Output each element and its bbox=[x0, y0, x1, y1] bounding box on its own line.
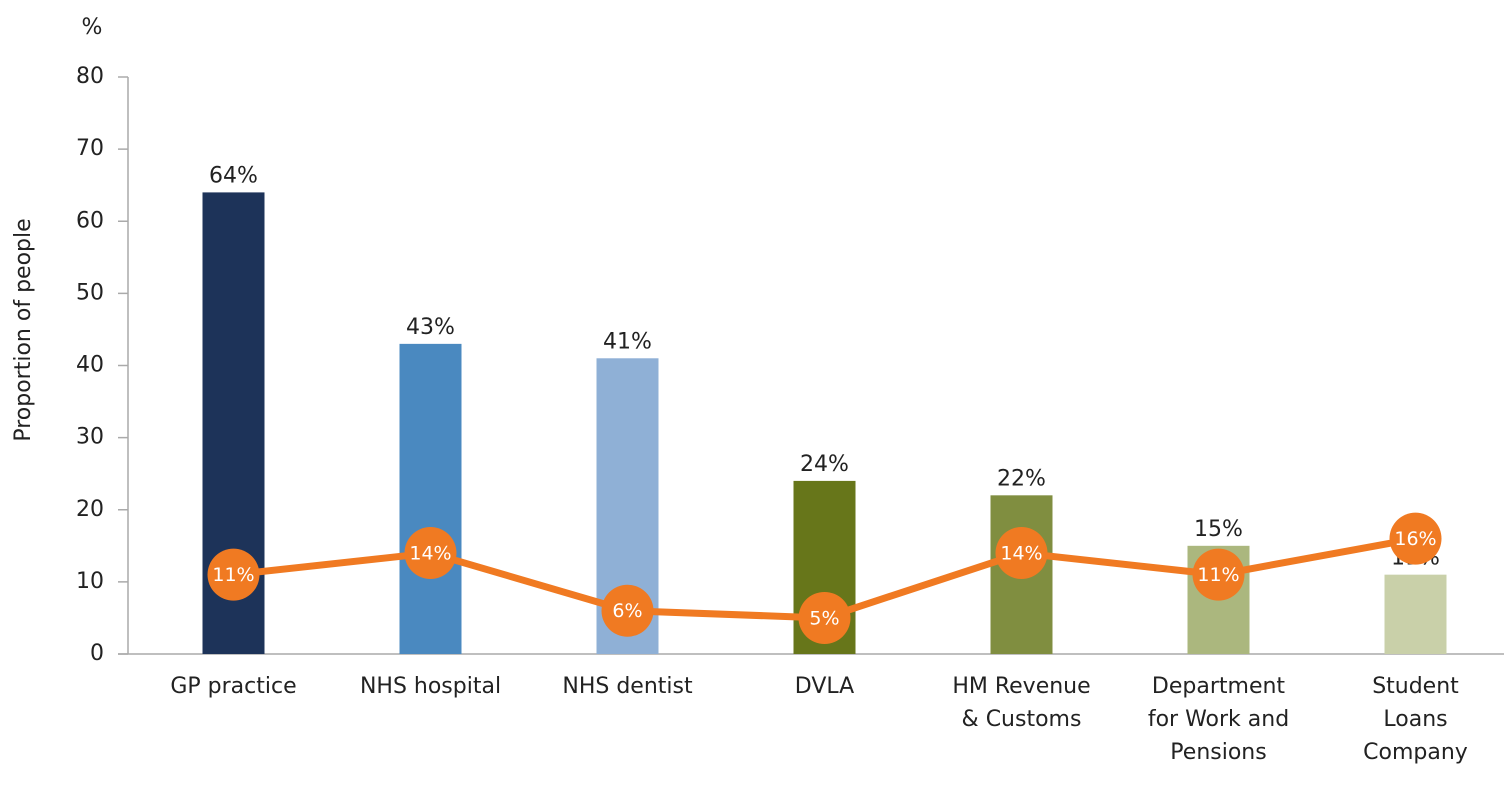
bar-value-label: 43% bbox=[406, 315, 455, 340]
y-tick-label: 80 bbox=[76, 64, 104, 89]
y-tick-label: 10 bbox=[76, 569, 104, 594]
bar-value-label: 15% bbox=[1194, 517, 1243, 542]
y-tick-label: 0 bbox=[90, 641, 104, 666]
line-point bbox=[1389, 512, 1442, 565]
y-unit: % bbox=[82, 15, 103, 40]
line-point bbox=[995, 527, 1048, 580]
bar-value-label: 24% bbox=[800, 452, 849, 477]
line-value-label: 14% bbox=[409, 543, 451, 565]
y-tick-label: 30 bbox=[76, 425, 104, 450]
line-point bbox=[1192, 548, 1245, 601]
x-tick-label: Student Loans Company bbox=[1363, 674, 1468, 765]
line-value-label: 5% bbox=[809, 607, 839, 629]
line-value-label: 11% bbox=[212, 564, 254, 586]
x-tick-label: GP practice bbox=[170, 674, 297, 699]
line-point bbox=[404, 527, 457, 580]
y-tick-label: 60 bbox=[76, 208, 104, 233]
line-point bbox=[798, 591, 851, 644]
y-tick-label: 40 bbox=[76, 353, 104, 378]
y-tick-label: 20 bbox=[76, 497, 104, 522]
x-tick-label: HM Revenue & Customs bbox=[952, 674, 1091, 732]
line-point bbox=[601, 584, 654, 637]
x-tick-label: Department for Work and Pensions bbox=[1147, 674, 1290, 765]
y-tick-label: 50 bbox=[76, 280, 104, 305]
line-value-label: 11% bbox=[1197, 564, 1239, 586]
bar-value-label: 22% bbox=[997, 466, 1046, 491]
bar-value-label: 41% bbox=[603, 329, 652, 354]
bar-value-label: 64% bbox=[209, 163, 258, 188]
x-tick-label: NHS hospital bbox=[359, 674, 502, 699]
x-tick-label: DVLA bbox=[794, 674, 855, 699]
line-value-label: 14% bbox=[1000, 543, 1042, 565]
y-tick-label: 70 bbox=[76, 136, 104, 161]
bar bbox=[1384, 574, 1447, 654]
line-value-label: 6% bbox=[612, 600, 642, 622]
y-axis-label: Proportion of people bbox=[11, 218, 36, 441]
line-point bbox=[207, 548, 260, 601]
bar bbox=[399, 343, 462, 654]
line-value-label: 16% bbox=[1394, 528, 1436, 550]
x-tick-label: NHS dentist bbox=[562, 674, 693, 699]
